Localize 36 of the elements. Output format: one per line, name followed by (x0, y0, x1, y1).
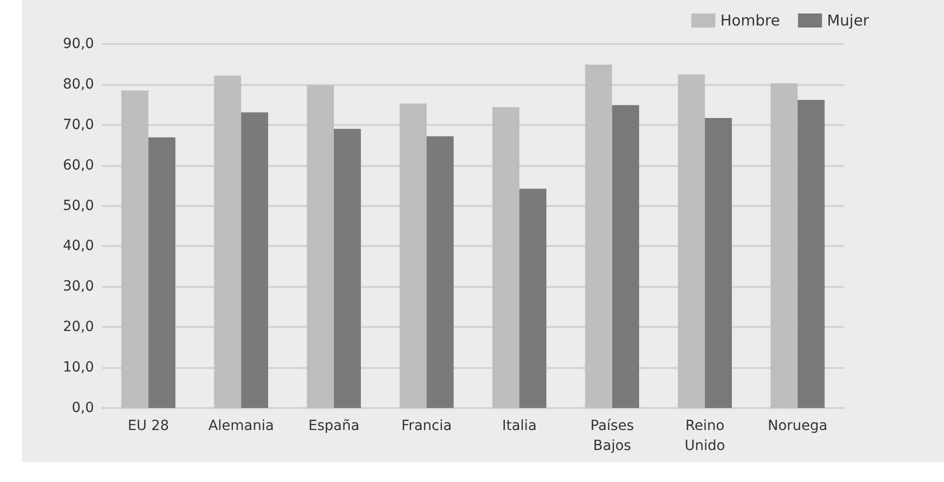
y-tick-label: 10,0 (62, 360, 94, 376)
y-tick-label: 70,0 (62, 116, 94, 133)
bar (519, 188, 546, 408)
x-tick-label: EU 28 (128, 418, 170, 434)
y-tick-label: 40,0 (62, 238, 94, 254)
x-tick-label: Alemania (208, 418, 274, 434)
y-tick-label: 30,0 (62, 278, 94, 295)
x-tick-label: Italia (502, 418, 537, 434)
bar (585, 64, 612, 408)
x-tick-label: Países Bajos (590, 418, 634, 454)
bar (612, 105, 640, 408)
bar (492, 107, 520, 408)
x-tick-label: Francia (401, 418, 452, 434)
y-tick-label: 0,0 (72, 400, 94, 416)
y-tick-label: 60,0 (62, 157, 94, 174)
bar (241, 112, 268, 408)
y-tick-label: 20,0 (62, 319, 94, 336)
y-tick-label: 90,0 (62, 36, 94, 52)
y-tick-label: 50,0 (62, 198, 94, 214)
y-tick-label: 80,0 (62, 76, 94, 92)
x-tick-label: España (308, 418, 360, 434)
bar (426, 136, 454, 408)
bar (334, 128, 361, 408)
bar (678, 74, 705, 408)
bar (770, 83, 798, 408)
x-tick-label: Noruega (768, 418, 828, 434)
legend-label: Hombre (720, 12, 780, 30)
bar (121, 90, 148, 408)
bar (306, 85, 334, 408)
bar (214, 76, 242, 408)
legend-label: Mujer (826, 12, 870, 30)
bar (148, 137, 176, 408)
bar (798, 100, 825, 408)
x-tick-label: Reino Unido (684, 418, 726, 454)
bar (400, 103, 427, 408)
bar (704, 118, 732, 408)
